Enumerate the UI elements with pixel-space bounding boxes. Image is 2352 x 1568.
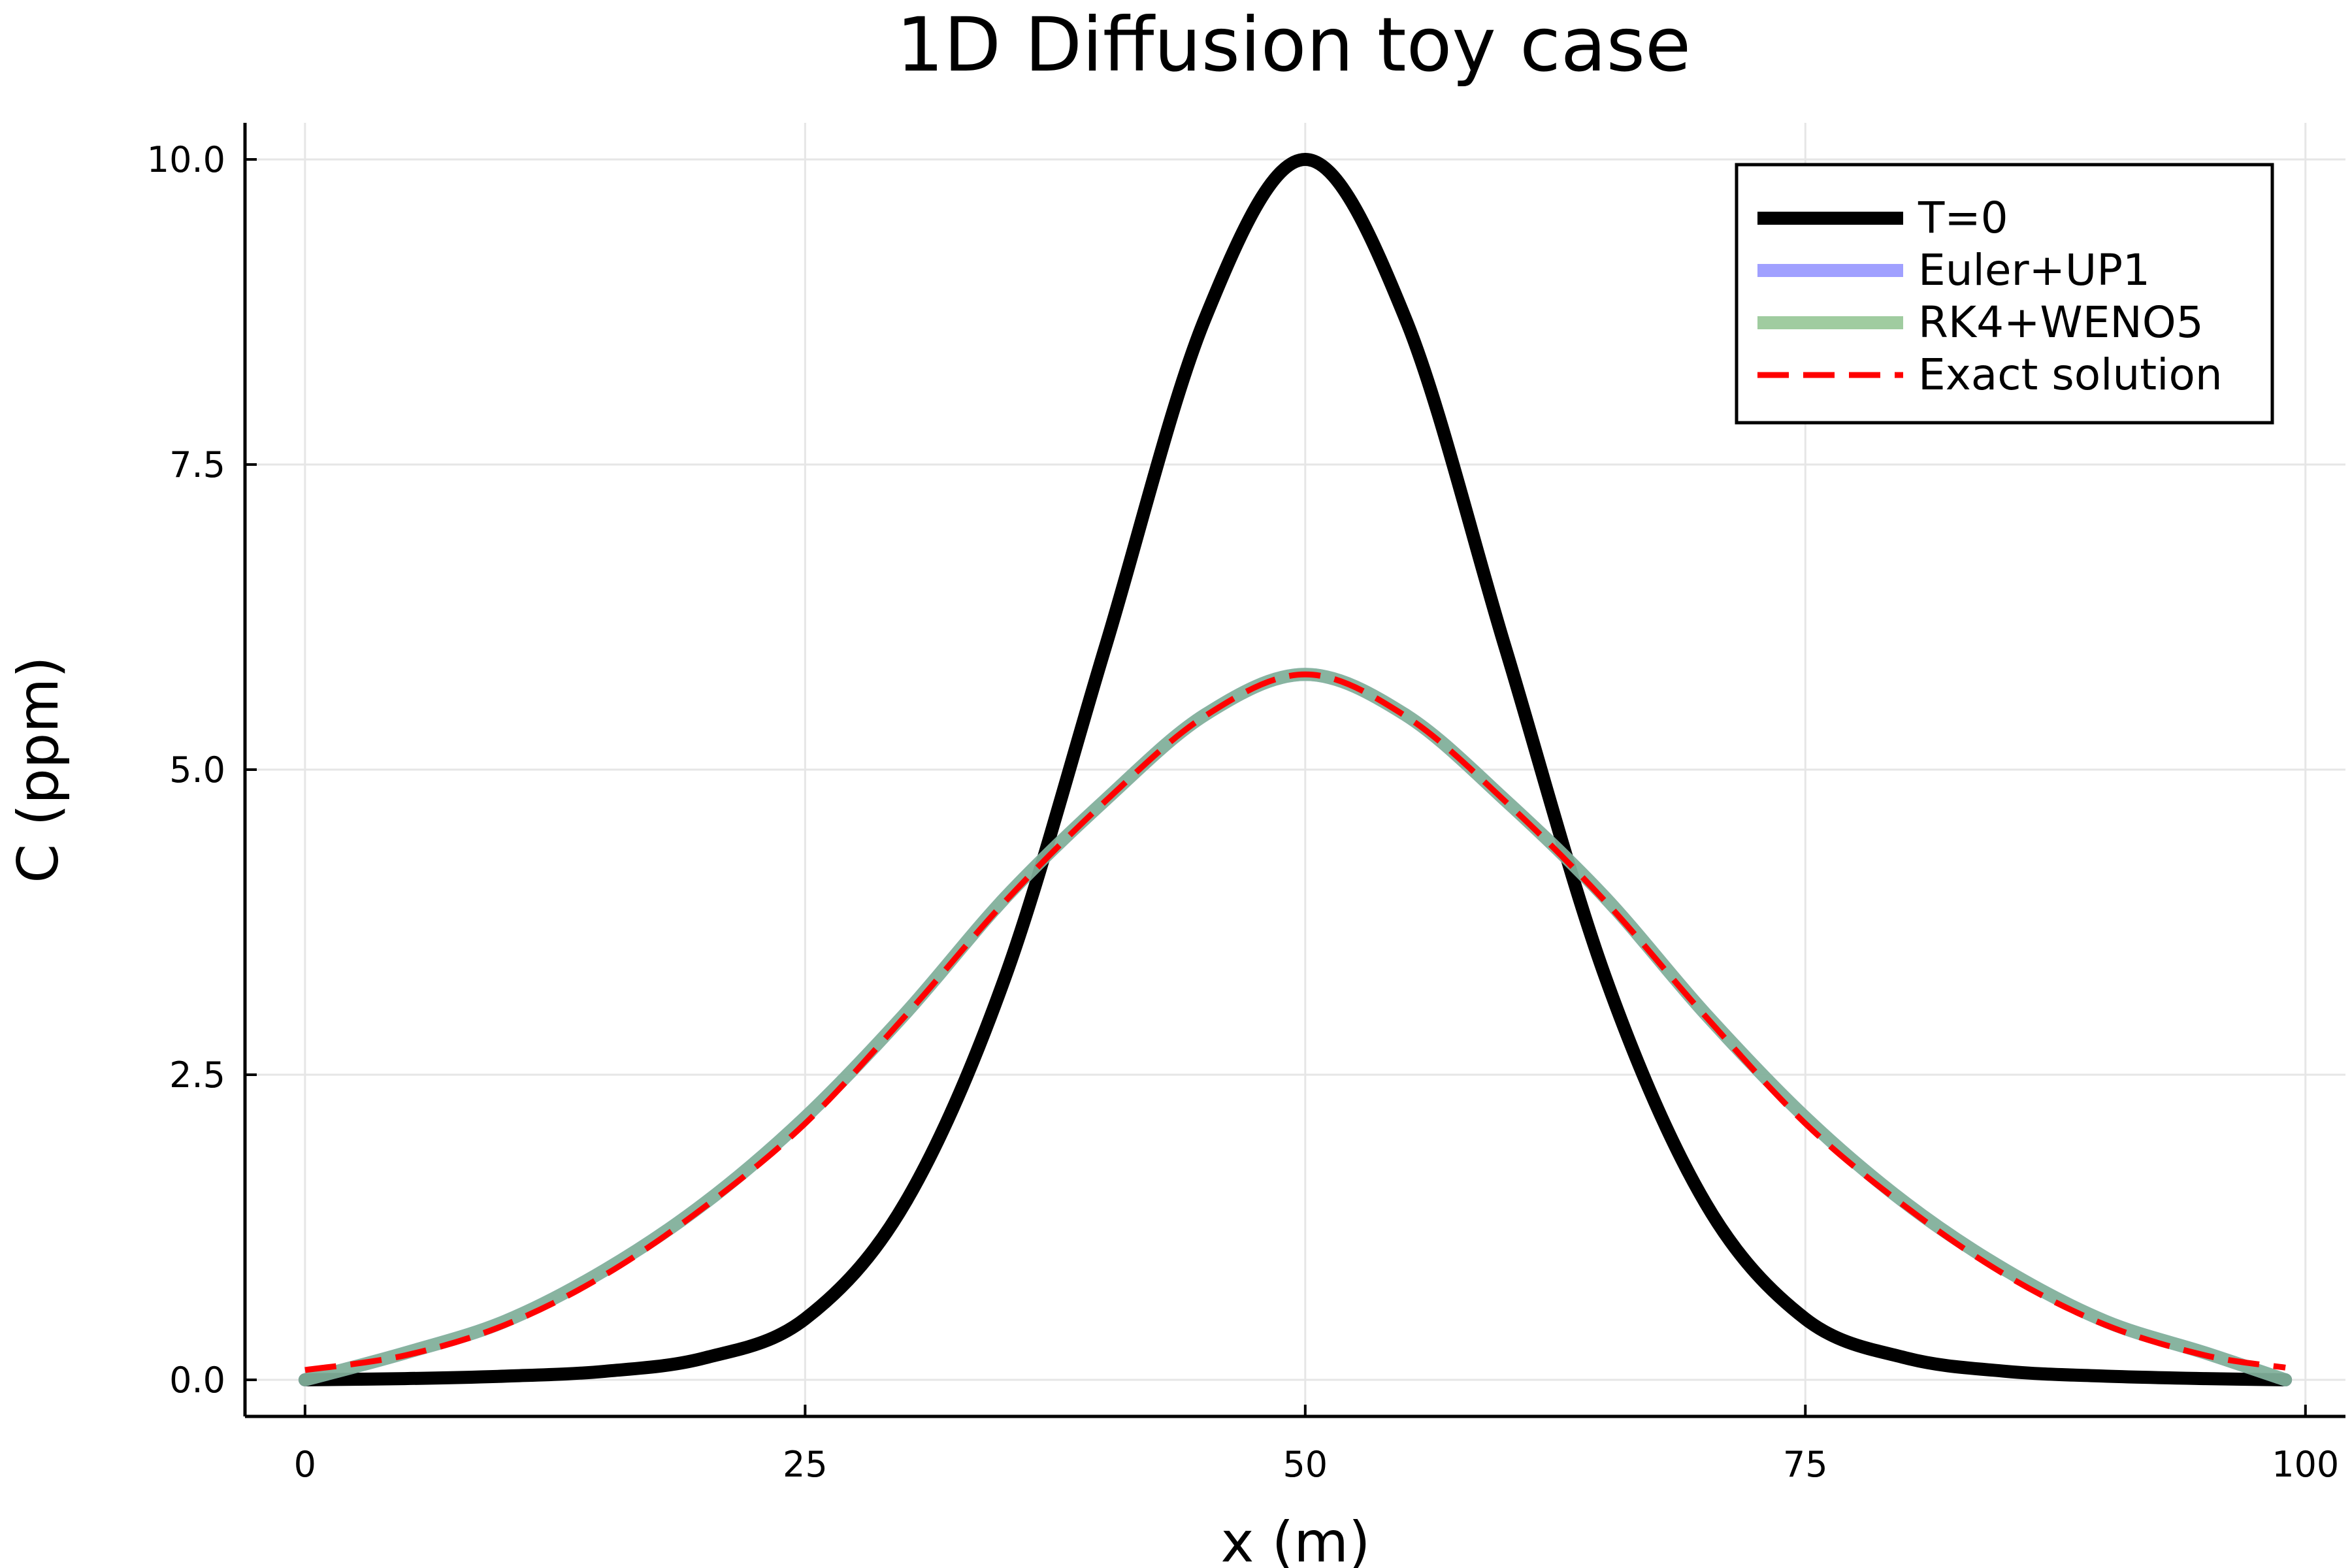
y-tick-label: 2.5: [169, 1054, 225, 1096]
series-line-exact-solution: [304, 671, 2286, 1373]
y-tick-label: 5.0: [169, 749, 225, 791]
series-lines: [298, 153, 2293, 1386]
y-tick-label: 7.5: [169, 444, 225, 485]
y-tick-label: 10.0: [147, 139, 225, 180]
x-tick-label: 50: [1282, 1444, 1328, 1485]
series-line-t-0: [298, 153, 2293, 1386]
legend-box: [1735, 163, 2274, 425]
legend-label: Exact solution: [1918, 350, 2223, 400]
x-tick-label: 100: [2272, 1444, 2339, 1485]
x-tick-label: 75: [1783, 1444, 1828, 1485]
y-axis-title: C (ppm): [6, 656, 71, 883]
legend-label: Euler+UP1: [1918, 245, 2150, 295]
chart-title: 1D Diffusion toy case: [896, 1, 1691, 88]
legend-label: T=0: [1918, 193, 2008, 243]
y-tick-label: 0.0: [169, 1360, 225, 1401]
x-axis-title: x (m): [1220, 1510, 1370, 1568]
x-tick-label: 25: [783, 1444, 828, 1485]
x-tick-label: 0: [294, 1444, 316, 1485]
legend-label: RK4+WENO5: [1918, 297, 2204, 348]
axis-ticks: 0 25 50 75 100 0.0 2.5 5.0 7.5 10.0: [147, 139, 2340, 1485]
